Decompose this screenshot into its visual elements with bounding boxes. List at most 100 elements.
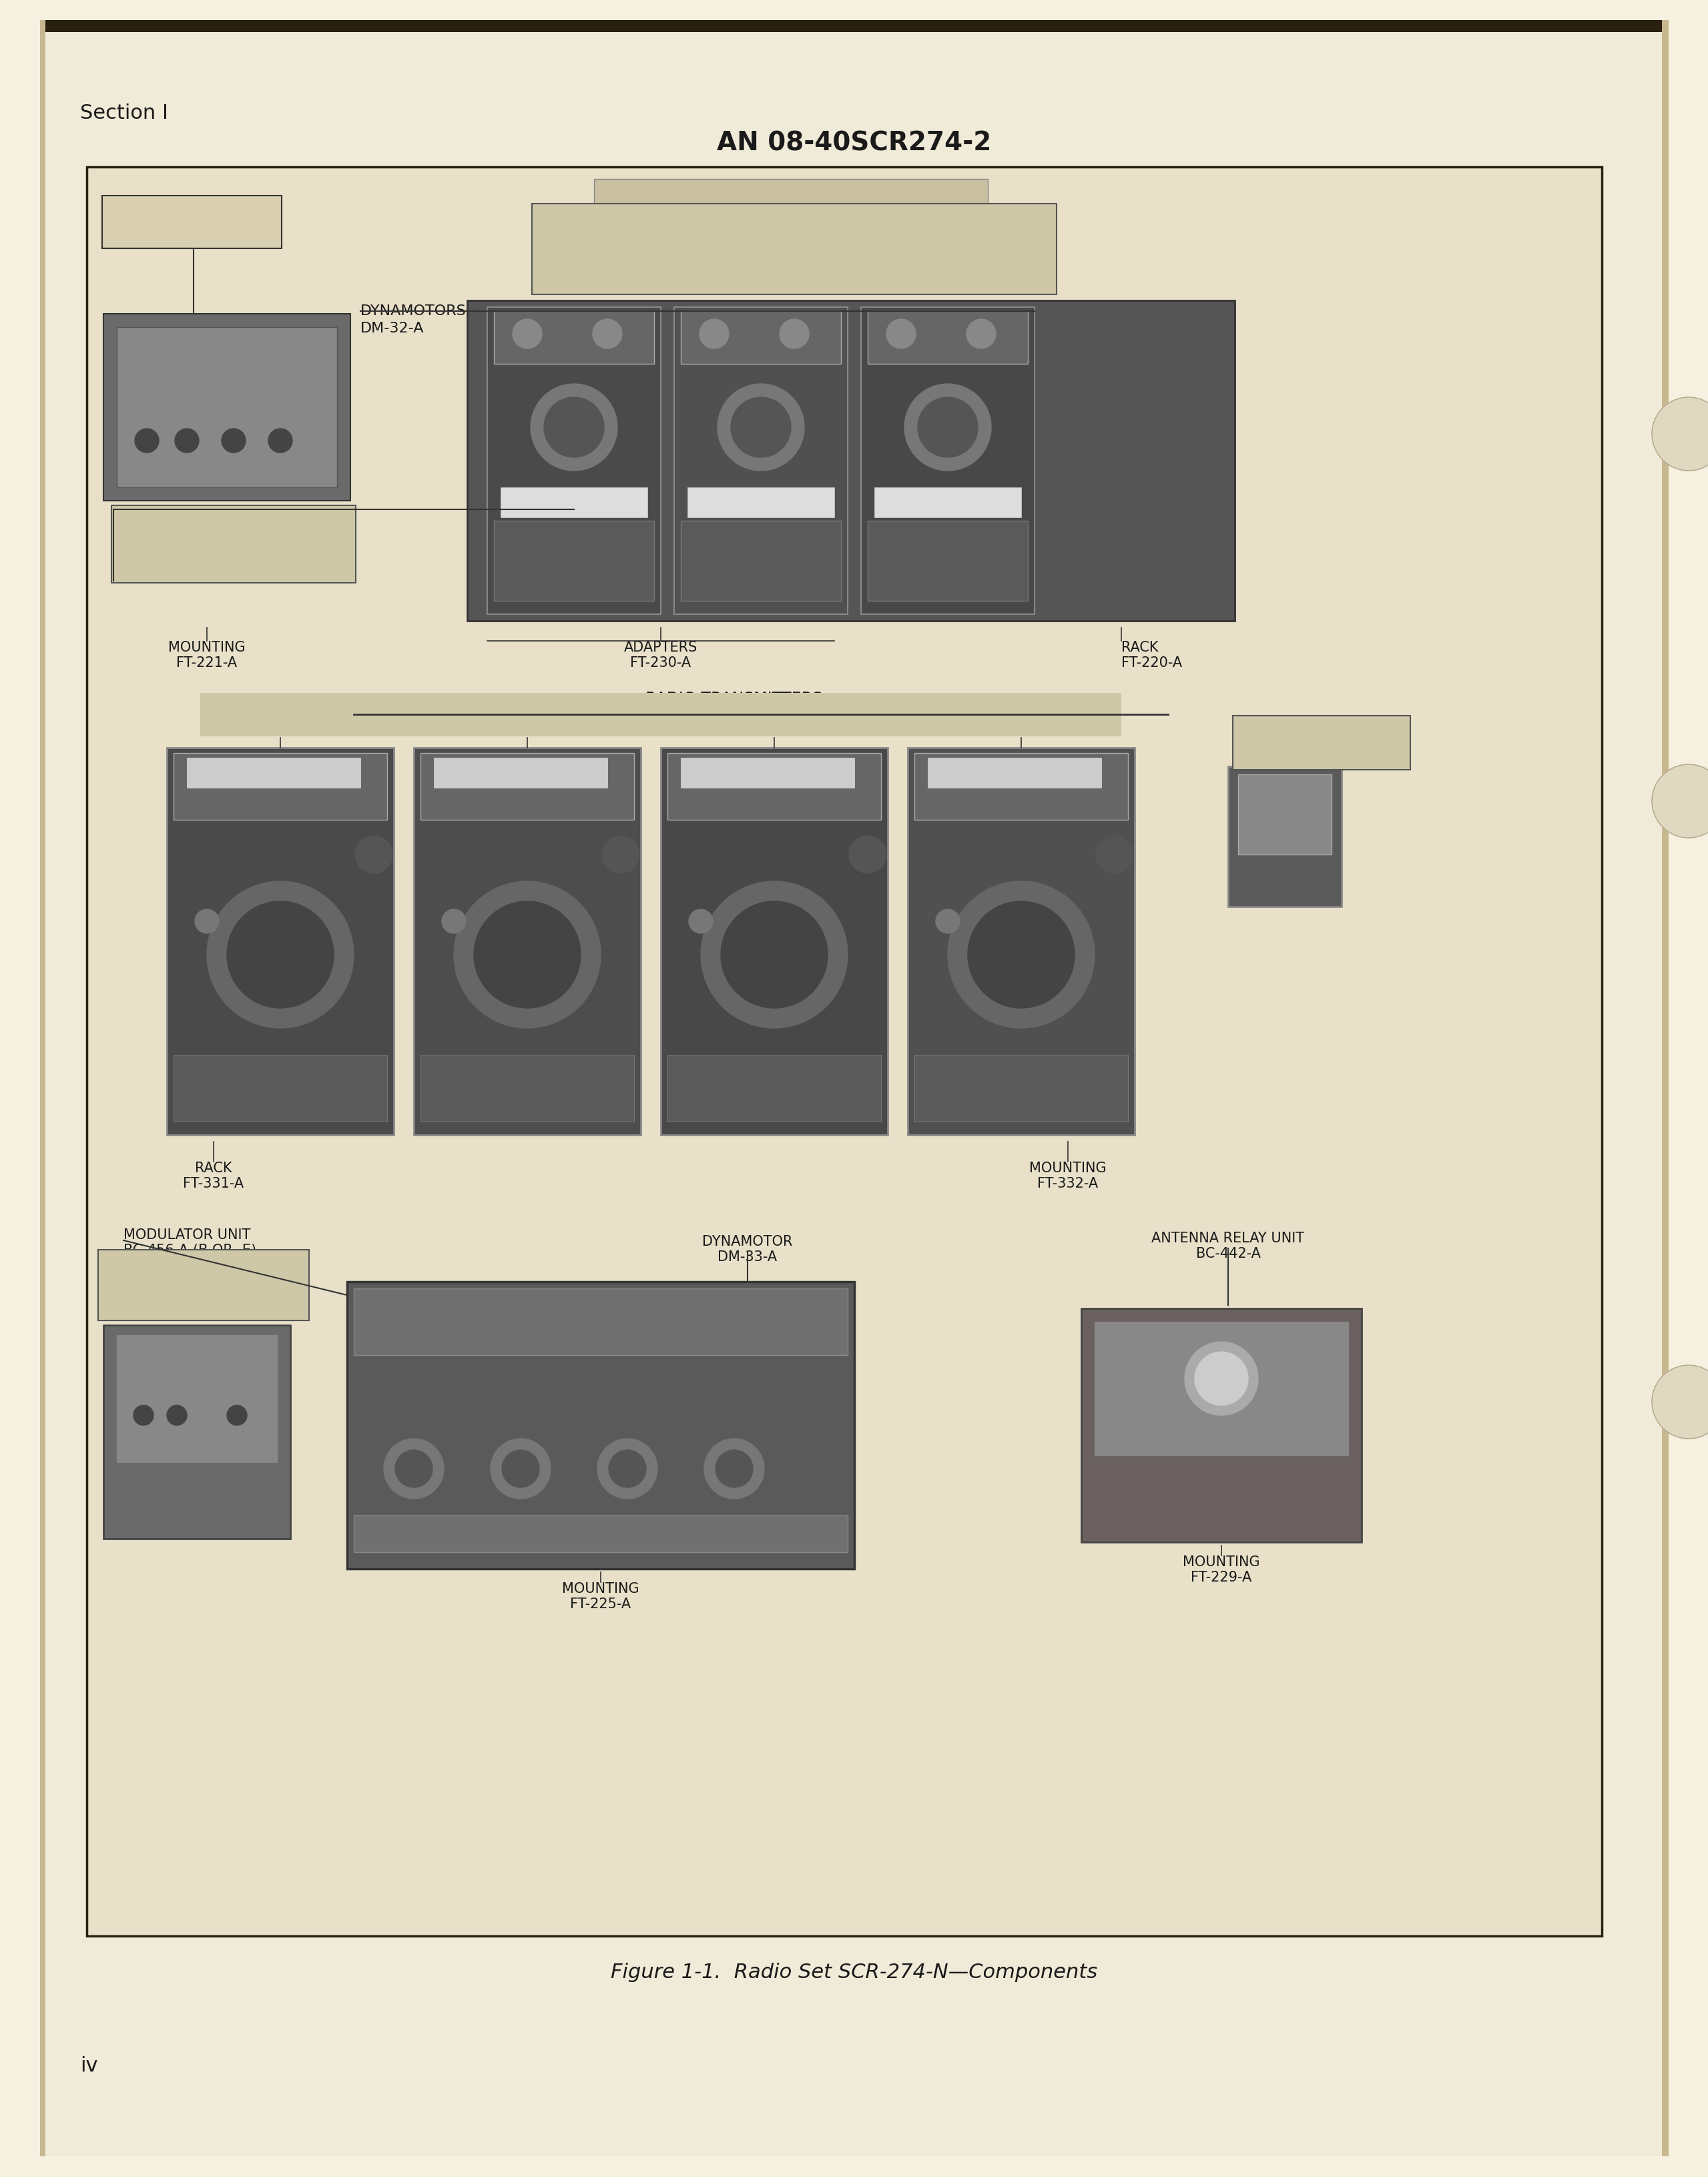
Bar bbox=[347, 1282, 854, 1570]
FancyBboxPatch shape bbox=[531, 205, 1057, 294]
FancyBboxPatch shape bbox=[1233, 716, 1411, 771]
Bar bbox=[487, 307, 661, 614]
Bar bbox=[420, 1056, 634, 1121]
Bar bbox=[661, 747, 888, 1134]
Bar bbox=[434, 758, 608, 788]
Circle shape bbox=[512, 320, 541, 348]
Circle shape bbox=[849, 836, 886, 873]
Circle shape bbox=[543, 396, 605, 457]
Circle shape bbox=[454, 882, 601, 1028]
Bar bbox=[1228, 766, 1341, 906]
Circle shape bbox=[905, 383, 991, 470]
Circle shape bbox=[717, 383, 804, 470]
Bar bbox=[116, 327, 336, 488]
Text: DYNAMOTORS: DYNAMOTORS bbox=[360, 305, 466, 318]
Circle shape bbox=[222, 429, 246, 453]
Circle shape bbox=[384, 1439, 444, 1498]
Bar bbox=[494, 520, 654, 601]
Circle shape bbox=[593, 320, 622, 348]
Text: MOUNTING
FT-332-A: MOUNTING FT-332-A bbox=[1030, 1163, 1107, 1191]
Bar bbox=[1662, 20, 1669, 2155]
Bar bbox=[174, 1056, 388, 1121]
Circle shape bbox=[1652, 396, 1708, 470]
Bar bbox=[868, 311, 1028, 364]
Text: MOUNTING
FT-225-A: MOUNTING FT-225-A bbox=[562, 1583, 639, 1611]
Bar bbox=[907, 747, 1134, 1134]
Circle shape bbox=[442, 910, 466, 934]
Bar bbox=[681, 758, 854, 788]
Text: iv: iv bbox=[80, 2055, 97, 2075]
Circle shape bbox=[502, 1450, 540, 1487]
Bar bbox=[167, 747, 395, 1134]
Text: TYPICAL: TYPICAL bbox=[755, 181, 828, 196]
Text: DYNAMOTOR
DM-33-A: DYNAMOTOR DM-33-A bbox=[702, 1234, 793, 1265]
FancyBboxPatch shape bbox=[111, 505, 355, 583]
Circle shape bbox=[704, 1439, 763, 1498]
Circle shape bbox=[967, 320, 996, 348]
Bar bbox=[39, 20, 1669, 33]
Text: RADIO CONTROL BOX
BC-450A WITH
MOUNTING FT-222-A: RADIO CONTROL BOX BC-450A WITH MOUNTING … bbox=[109, 198, 260, 244]
Bar bbox=[668, 753, 881, 821]
FancyBboxPatch shape bbox=[102, 196, 282, 248]
Bar bbox=[413, 747, 640, 1134]
Circle shape bbox=[1652, 764, 1708, 838]
Circle shape bbox=[133, 1406, 154, 1426]
Text: ADAPTERS
FT-230-A: ADAPTERS FT-230-A bbox=[623, 640, 697, 671]
Bar bbox=[1081, 1308, 1361, 1541]
Circle shape bbox=[135, 429, 159, 453]
Bar bbox=[675, 307, 847, 614]
Bar bbox=[200, 692, 1122, 736]
Bar bbox=[594, 179, 987, 205]
Circle shape bbox=[167, 1406, 186, 1426]
Circle shape bbox=[936, 910, 960, 934]
Circle shape bbox=[917, 396, 977, 457]
Circle shape bbox=[731, 396, 791, 457]
Circle shape bbox=[700, 882, 847, 1028]
Circle shape bbox=[531, 383, 617, 470]
Circle shape bbox=[779, 320, 810, 348]
Circle shape bbox=[268, 429, 292, 453]
Circle shape bbox=[207, 882, 354, 1028]
Text: DM-32-A: DM-32-A bbox=[360, 322, 424, 335]
Circle shape bbox=[1185, 1341, 1259, 1415]
Circle shape bbox=[1097, 836, 1134, 873]
Circle shape bbox=[608, 1450, 646, 1487]
Circle shape bbox=[598, 1439, 658, 1498]
Circle shape bbox=[968, 901, 1074, 1008]
Bar bbox=[500, 488, 647, 518]
Bar bbox=[1238, 775, 1332, 856]
Bar bbox=[1095, 1321, 1348, 1456]
Text: DIALS: DIALS bbox=[212, 509, 256, 522]
Bar bbox=[174, 753, 388, 821]
Text: MOUNTING
FT-229-A: MOUNTING FT-229-A bbox=[1184, 1557, 1261, 1585]
Text: MODULATOR UNIT
BC-456-A-(B OR -E): MODULATOR UNIT BC-456-A-(B OR -E) bbox=[123, 1228, 256, 1256]
Circle shape bbox=[1194, 1352, 1249, 1406]
Bar bbox=[914, 753, 1127, 821]
Circle shape bbox=[174, 429, 198, 453]
Circle shape bbox=[395, 1450, 432, 1487]
Text: RACK
FT-331-A: RACK FT-331-A bbox=[183, 1163, 244, 1191]
Circle shape bbox=[601, 836, 639, 873]
Bar bbox=[914, 1056, 1127, 1121]
Bar bbox=[681, 520, 840, 601]
Text: Figure 1-1.  Radio Set SCR-274-N—Components: Figure 1-1. Radio Set SCR-274-N—Componen… bbox=[611, 1964, 1098, 1981]
Circle shape bbox=[716, 1450, 753, 1487]
Circle shape bbox=[721, 901, 828, 1008]
Bar bbox=[874, 488, 1021, 518]
Circle shape bbox=[195, 910, 219, 934]
Bar bbox=[186, 758, 360, 788]
Bar bbox=[681, 311, 840, 364]
FancyBboxPatch shape bbox=[97, 1250, 309, 1321]
Text: RACK
FT-220-A: RACK FT-220-A bbox=[1122, 640, 1182, 671]
Bar bbox=[868, 520, 1028, 601]
Bar bbox=[104, 1326, 290, 1539]
Text: Section I: Section I bbox=[80, 104, 167, 122]
Bar bbox=[494, 311, 654, 364]
Bar bbox=[354, 1515, 847, 1552]
Bar bbox=[688, 488, 834, 518]
Text: RADIO CONTROL
BOX BC-451-A
WITH MOUNTING
FT-228-A: RADIO CONTROL BOX BC-451-A WITH MOUNTING… bbox=[108, 1254, 217, 1311]
Text: MC-213    MC-212    MC-214
(3-6 MC) (190-550KC) (6-9.1MC): MC-213 MC-212 MC-214 (3-6 MC) (190-550KC… bbox=[120, 525, 313, 551]
Circle shape bbox=[700, 320, 729, 348]
Text: MOUNTING
FT-221-A: MOUNTING FT-221-A bbox=[169, 640, 246, 671]
Bar bbox=[420, 753, 634, 821]
